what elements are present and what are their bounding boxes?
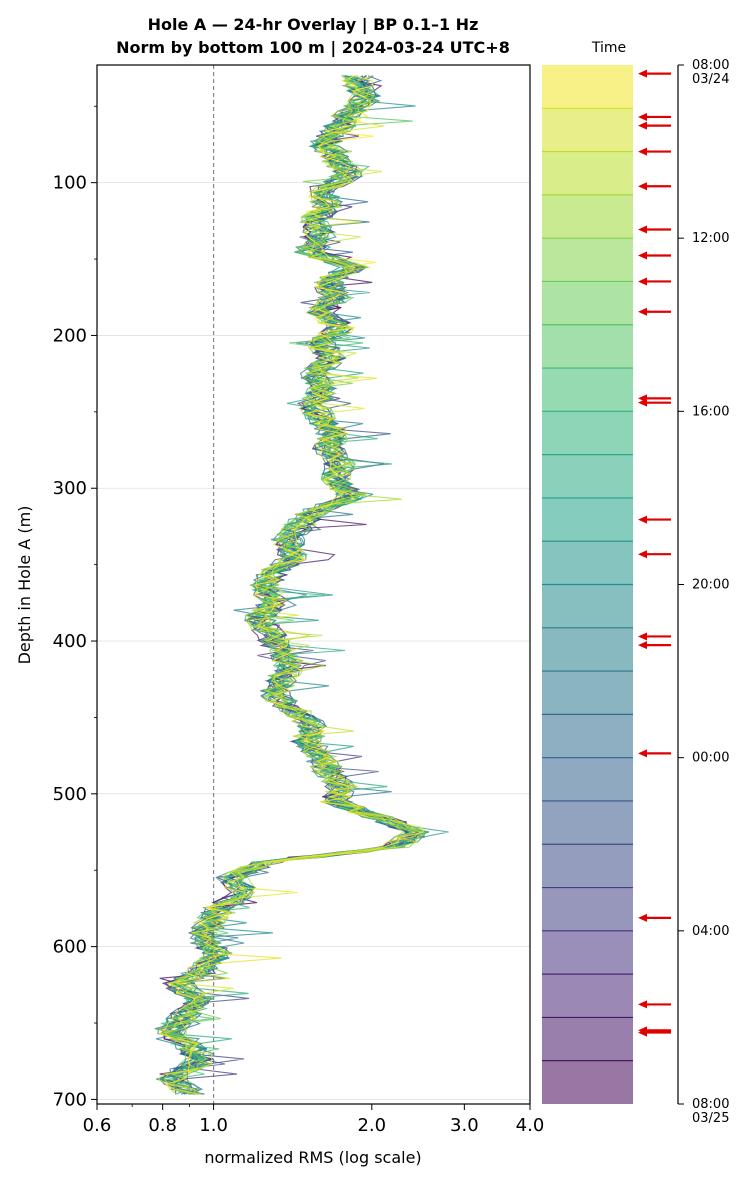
colorbar-title: Time — [591, 40, 626, 56]
event-arrow-head — [638, 515, 647, 524]
colorbar-bin — [542, 238, 633, 282]
colorbar-bin — [542, 151, 633, 195]
time-tick-label: 16:00 — [692, 404, 729, 419]
colorbar-bin — [542, 324, 633, 369]
event-arrow-head — [638, 121, 647, 130]
colorbar-bin — [542, 108, 633, 152]
colorbar-bin — [542, 194, 633, 239]
event-arrow-head — [638, 1028, 647, 1037]
x-tick-label: 0.6 — [83, 1115, 112, 1136]
y-tick-label: 600 — [53, 937, 87, 958]
event-arrow-head — [638, 641, 647, 650]
x-tick-label: 3.0 — [450, 1115, 479, 1136]
event-arrow-head — [638, 550, 647, 559]
event-arrow-head — [638, 1000, 647, 1009]
time-tick-label: 08:00 — [692, 1097, 729, 1112]
time-tick-label: 08:00 — [692, 58, 729, 73]
x-tick-label: 1.0 — [199, 1115, 228, 1136]
plot-area: 100 200 300 400 500 600 700 0.6 0.8 1.0 2.0 3.0 4.0 — [53, 64, 545, 1136]
time-tick-label: 03/25 — [692, 1111, 729, 1126]
colorbar-bin — [542, 671, 633, 715]
y-tick-label: 100 — [53, 173, 87, 194]
colorbar-bin — [542, 714, 633, 758]
colorbar-bin — [542, 627, 633, 672]
event-arrow-head — [638, 307, 647, 316]
series-line-3 — [159, 75, 405, 1095]
x-tick-label: 4.0 — [516, 1115, 545, 1136]
colorbar-bin — [542, 65, 633, 109]
x-axis-label: normalized RMS (log scale) — [204, 1148, 421, 1167]
colorbar-bin — [542, 974, 633, 1018]
time-tick-label: 03/24 — [692, 72, 729, 87]
event-arrow-head — [638, 913, 647, 922]
y-axis-label: Depth in Hole A (m) — [15, 506, 34, 665]
event-arrow-head — [638, 225, 647, 234]
x-tick-label: 2.0 — [357, 1115, 386, 1136]
y-tick-label: 400 — [53, 631, 87, 652]
colorbar-bin — [542, 497, 633, 542]
event-arrow-head — [638, 112, 647, 121]
event-arrow-head — [638, 632, 647, 641]
time-tick-label: 00:00 — [692, 751, 729, 766]
colorbar-bin — [542, 411, 633, 455]
time-tick-label: 20:00 — [692, 578, 729, 593]
colorbar-bin — [542, 368, 633, 412]
colorbar-bin — [542, 887, 633, 931]
chart-title-line2: Norm by bottom 100 m | 2024-03-24 UTC+8 — [116, 38, 510, 58]
event-arrow-head — [638, 749, 647, 758]
colorbar-bin — [542, 454, 633, 498]
colorbar-bin — [542, 541, 633, 585]
x-tick-label: 0.8 — [148, 1115, 177, 1136]
event-arrow-head — [638, 277, 647, 286]
time-tick-label: 04:00 — [692, 924, 729, 939]
y-tick-label: 300 — [53, 478, 87, 499]
event-arrow-head — [638, 69, 647, 78]
colorbar-bin — [542, 1017, 633, 1061]
series-line-10 — [161, 75, 421, 1095]
colorbar-bin — [542, 584, 633, 628]
colorbar-bin — [542, 800, 633, 845]
series-line-0 — [158, 75, 425, 1095]
series-line-4 — [157, 75, 421, 1095]
event-arrow-head — [638, 182, 647, 191]
colorbar: 08:0003/2412:0016:0020:0000:0004:0008:00… — [542, 58, 729, 1126]
chart-title-line1: Hole A — 24-hr Overlay | BP 0.1–1 Hz — [148, 15, 479, 35]
colorbar-bin — [542, 1060, 633, 1104]
event-arrow-head — [638, 147, 647, 156]
colorbar-bin — [542, 281, 633, 325]
y-tick-label: 700 — [53, 1089, 87, 1110]
colorbar-bin — [542, 844, 633, 888]
y-tick-label: 200 — [53, 325, 87, 346]
y-tick-label: 500 — [53, 784, 87, 805]
colorbar-bin — [542, 930, 633, 975]
event-arrow-head — [638, 398, 647, 407]
plot-frame — [96, 64, 531, 1105]
time-tick-label: 12:00 — [692, 231, 729, 246]
colorbar-bin — [542, 757, 633, 801]
event-arrow-head — [638, 251, 647, 260]
